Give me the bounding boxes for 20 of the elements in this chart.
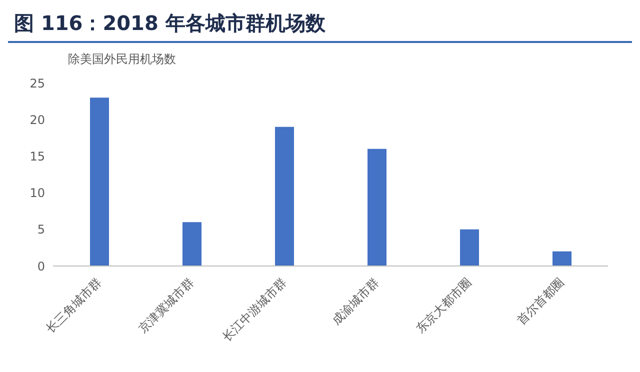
bar [182, 222, 202, 266]
bar [460, 229, 479, 266]
y-tick-label: 10 [30, 186, 45, 200]
y-tick-label: 0 [37, 259, 45, 274]
bar [90, 98, 109, 266]
y-axis-title: 除美国外民用机场数 [68, 51, 176, 68]
x-tick-label: 京津冀城市群 [136, 275, 197, 336]
x-tick-label: 长江中游城市群 [220, 275, 290, 344]
x-tick-label: 长三角城市群 [43, 275, 104, 336]
y-tick-label: 15 [30, 149, 45, 164]
bar [275, 126, 294, 266]
y-tick-label: 20 [30, 112, 45, 127]
y-tick-label: 25 [30, 76, 45, 90]
bar [368, 148, 386, 266]
x-tick-label: 成渝城市群 [329, 275, 382, 328]
bar [552, 251, 572, 266]
x-tick-label: 首尔首都圈 [514, 275, 567, 328]
y-tick-label: 5 [37, 222, 45, 237]
x-tick-label: 东京大都市圈 [413, 275, 474, 336]
chart-title: 图 116：2018 年各城市群机场数 [8, 8, 632, 43]
